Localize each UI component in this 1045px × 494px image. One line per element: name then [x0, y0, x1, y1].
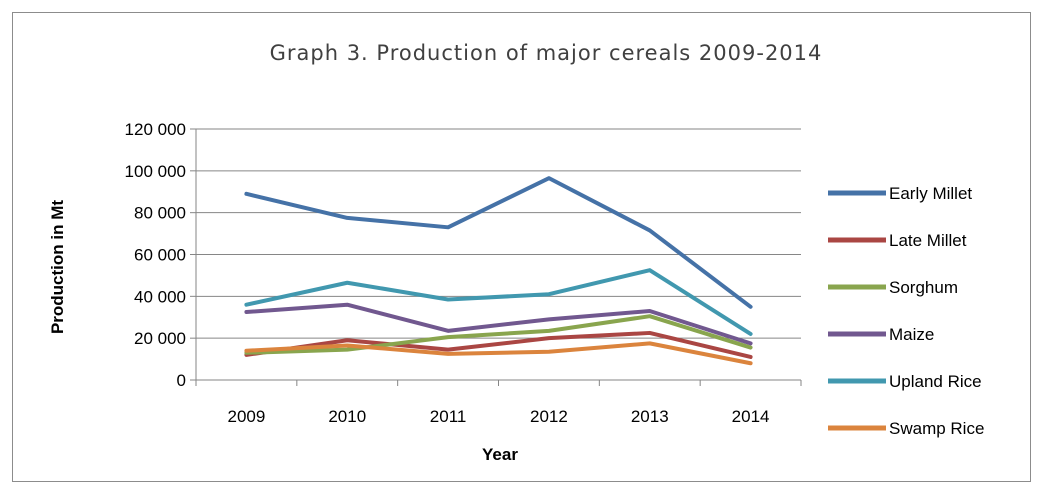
x-tick-label: 2012	[530, 407, 568, 426]
y-tick-label: 40 000	[134, 287, 186, 306]
y-tick-label: 80 000	[134, 204, 186, 223]
series-line-late-millet	[244, 330, 753, 359]
series-line-upland-rice	[244, 268, 753, 336]
series-line-maize	[244, 302, 753, 346]
series-line-sorghum	[244, 314, 753, 355]
y-tick-label: 20 000	[134, 329, 186, 348]
y-axis-title: Production in Mt	[48, 200, 67, 334]
legend-label-early-millet: Early Millet	[889, 184, 972, 203]
y-tick-label: 120 000	[125, 120, 186, 139]
y-tick-label: 100 000	[125, 162, 186, 181]
line-chart: Graph 3. Production of major cereals 200…	[48, 41, 984, 464]
gridlines	[196, 128, 801, 339]
legend-label-late-millet: Late Millet	[889, 231, 967, 250]
x-tick-label: 2010	[328, 407, 366, 426]
legend-label-swamp-rice: Swamp Rice	[889, 419, 984, 438]
x-tick-label: 2013	[631, 407, 669, 426]
legend-label-maize: Maize	[889, 325, 934, 344]
legend-label-upland-rice: Upland Rice	[889, 372, 982, 391]
series-line-swamp-rice	[244, 341, 753, 366]
legend-label-sorghum: Sorghum	[889, 278, 958, 297]
x-tick-label: 2014	[732, 407, 770, 426]
x-tick-label: 2009	[228, 407, 266, 426]
chart-frame: Graph 3. Production of major cereals 200…	[12, 12, 1031, 482]
x-tick-label: 2011	[430, 407, 467, 426]
series-lines	[244, 176, 753, 366]
legend: Early Millet Late Millet Sorghum Maize Uplan…	[828, 184, 984, 438]
axes: 0 20 000 40 000 60 000 80 000 100 000 120 000 2…	[125, 120, 802, 426]
y-tick-label: 60 000	[134, 246, 186, 265]
x-axis-title: Year	[482, 445, 518, 464]
y-tick-label: 0	[177, 371, 186, 390]
series-line-early-millet	[244, 176, 753, 309]
chart-title: Graph 3. Production of major cereals 200…	[270, 41, 823, 65]
